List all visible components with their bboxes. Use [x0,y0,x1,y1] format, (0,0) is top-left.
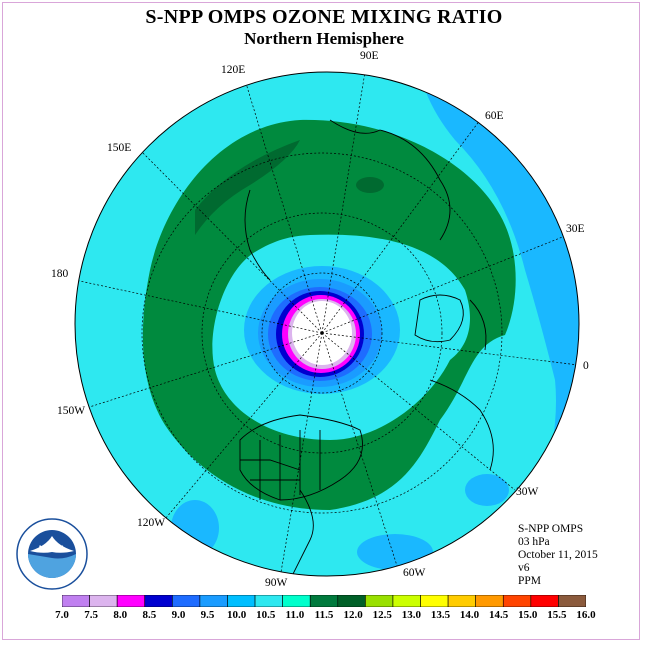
colorbar-tick-label: 15.0 [518,609,538,621]
colorbar-tick-label: 7.5 [84,609,98,621]
lon-label-150e: 150E [107,142,132,154]
ozone-region-12 [195,140,300,235]
colorbar-swatch [502,595,532,607]
colorbar-tick-label: 12.0 [343,609,363,621]
ozone-region-10 [357,534,433,570]
colorbar-swatch [282,595,311,607]
ozone-region-12 [356,177,384,193]
colorbar-tick-label: 12.5 [372,609,392,621]
colorbar-swatch [254,595,283,607]
colorbar [62,595,586,607]
colorbar-swatch [227,595,256,607]
date-label: October 11, 2015 [518,549,598,561]
colorbar-swatch [420,595,449,607]
colorbar-tick-label: 8.0 [113,609,128,621]
colorbar-swatch [116,595,146,607]
lon-label-180: 180 [51,268,69,280]
lon-label-30e: 30E [566,223,585,235]
colorbar-swatch [199,595,228,607]
colorbar-tick-label: 14.5 [489,609,509,621]
map-title: S-NPP OMPS OZONE MIXING RATIO [145,6,503,28]
colorbar-swatch [89,595,118,607]
colorbar-tick-label: 10.5 [256,609,276,621]
colorbar-tick-label: 9.0 [171,609,186,621]
lon-label-90e: 90E [360,50,379,62]
colorbar-tick-label: 16.0 [576,609,596,621]
lon-label-90w: 90W [265,577,288,589]
instrument-label: S-NPP OMPS [518,523,584,535]
info-block: S-NPP OMPS 03 hPa October 11, 2015 v6 PP… [518,523,598,588]
colorbar-swatch [365,595,394,607]
lon-label-0: 0 [583,360,589,372]
lon-label-60e: 60E [485,110,504,122]
colorbar-swatch [447,595,476,607]
figure-frame [2,2,640,640]
lon-label-120e: 120E [221,64,246,76]
colorbar-tick-label: 13.5 [430,609,451,621]
colorbar-tick-label: 8.5 [142,609,157,621]
colorbar-tick-label: 7.0 [55,609,69,621]
logo-text: NOAA [39,544,66,554]
colorbar-swatch [144,595,173,607]
colorbar-tick-label: 14.0 [459,609,480,621]
map-subtitle: Northern Hemisphere [244,29,404,48]
map-boundary [74,71,580,577]
colorbar-swatch [530,595,559,607]
colorbar-tick-label: 15.5 [547,609,567,621]
colorbar-tick-label: 11.0 [285,609,305,621]
colorbar-tick-label: 9.5 [200,609,215,621]
pressure-level: 03 hPa [518,536,550,548]
units-label: PPM [518,575,542,587]
ozone-ring-11-5 [142,119,516,510]
colorbar-tick-label: 11.5 [314,609,334,621]
lon-label-150w: 150W [57,405,86,417]
lon-label-60w: 60W [403,567,426,579]
colorbar-swatch [62,595,90,607]
colorbar-swatch [172,595,201,607]
colorbar-swatch [475,595,504,607]
colorbar-swatch [337,595,366,607]
version-label: v6 [518,562,530,574]
colorbar-swatch [309,595,339,607]
lon-label-30w: 30W [516,486,539,498]
colorbar-swatch [558,595,586,607]
lon-label-120w: 120W [137,517,166,529]
ozone-region-10 [465,474,509,506]
graticule [75,72,579,576]
noaa-logo-icon: NOAA [16,518,88,590]
colorbar-swatch [392,595,421,607]
colorbar-tick-label: 13.0 [401,609,421,621]
coastlines [239,119,494,576]
colorbar-tick-label: 10.0 [227,609,247,621]
